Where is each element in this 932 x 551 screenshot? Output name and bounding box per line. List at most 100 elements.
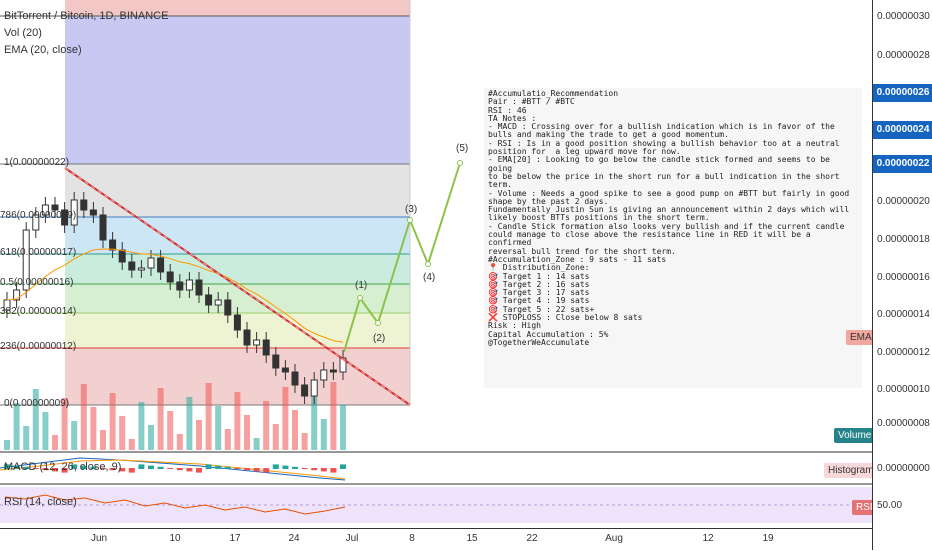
- macd-hist-bar: [157, 466, 164, 469]
- ema-legend[interactable]: EMA (20, close): [4, 44, 82, 56]
- wave-label-3: (3): [405, 204, 418, 215]
- candle-body: [214, 299, 222, 306]
- candle-body: [137, 267, 145, 271]
- candle-body: [61, 209, 69, 226]
- candle-body: [281, 367, 289, 373]
- volume-bar: [80, 384, 87, 450]
- fib-zone-lightblue: [65, 217, 410, 254]
- volume-bar: [109, 393, 116, 450]
- candle-body: [89, 209, 97, 216]
- volume-bar: [23, 426, 30, 450]
- time-axis[interactable]: Jun 10 17 24 Jul 8 15 22 Aug 12 19: [0, 528, 872, 551]
- volume-bar: [340, 405, 346, 450]
- macd-hist-bar: [148, 465, 154, 469]
- price-tick: 50.00: [877, 500, 903, 511]
- wave-label-4: (4): [423, 272, 436, 283]
- price-tick: 0.00000018: [877, 234, 930, 245]
- fib-label-05: 0.5(0.00000016): [0, 277, 74, 288]
- trendline-dashed: [64, 167, 411, 406]
- candle-body: [205, 294, 213, 306]
- time-tick: 22: [526, 533, 538, 544]
- ema-pane-label: EMA: [846, 330, 872, 345]
- volume-bar: [32, 389, 39, 450]
- symbol-title[interactable]: BitTorrent / Bitcoin, 1D, BINANCE: [4, 10, 169, 22]
- volume-bar: [301, 433, 308, 450]
- macd-hist-bar: [301, 468, 308, 469]
- macd-hist-bar: [215, 465, 222, 469]
- macd-hist-bar: [52, 468, 58, 472]
- macd-hist-bar: [42, 468, 49, 471]
- wave-point: [375, 320, 381, 326]
- candle-body: [147, 257, 155, 269]
- volume-bar: [196, 420, 202, 450]
- macd-hist-bar: [13, 465, 20, 469]
- candle-body: [99, 214, 107, 241]
- analysis-note[interactable]: #Accumulatio_Recommendation Pair : #BTT …: [484, 88, 862, 388]
- volume-bar: [71, 421, 78, 450]
- chart-area[interactable]: BitTorrent / Bitcoin, 1D, BINANCE Vol (2…: [0, 0, 872, 528]
- price-tick: 0.00000020: [877, 196, 930, 207]
- volume-bar: [186, 397, 193, 450]
- fib-zone-blue: [65, 16, 410, 164]
- volume-bar: [42, 412, 49, 450]
- macd-hist-bar: [4, 464, 10, 469]
- macd-hist-bar: [330, 468, 337, 473]
- time-tick: 17: [229, 533, 241, 544]
- price-axis[interactable]: 0.00000030 0.00000028 0.00000026 0.00000…: [872, 0, 932, 550]
- candle-body: [32, 214, 40, 231]
- volume-bar: [263, 401, 270, 450]
- macd-hist-bar: [32, 468, 39, 469]
- macd-hist-bar: [224, 466, 231, 469]
- candles: [3, 192, 347, 404]
- candle-body: [320, 369, 328, 381]
- time-tick: Jul: [345, 533, 359, 544]
- macd-hist-bar: [167, 468, 174, 469]
- histogram-pane-label: Histogram: [824, 463, 872, 478]
- macd-hist-bar: [311, 468, 318, 471]
- macd-hist-bar: [253, 468, 260, 472]
- rsi-band: [0, 487, 872, 523]
- wave-point: [425, 261, 431, 267]
- volume-bar: [52, 435, 58, 450]
- macd-hist-bar: [61, 468, 68, 473]
- main-chart-svg[interactable]: [0, 0, 872, 528]
- macd-hist-bar: [234, 468, 241, 469]
- candle-body: [329, 369, 337, 373]
- volume-bar: [119, 416, 126, 450]
- rsi-legend[interactable]: RSI (14, close): [4, 496, 77, 508]
- volume-bars: [4, 382, 346, 450]
- volume-bar: [157, 388, 164, 450]
- volume-legend[interactable]: Vol (20): [4, 27, 42, 39]
- volume-bar: [311, 396, 318, 450]
- wave-label-5: (5): [456, 143, 469, 154]
- volume-bar: [215, 406, 222, 450]
- volume-bar: [224, 429, 231, 450]
- time-tick: 10: [169, 533, 181, 544]
- wave-projection[interactable]: [343, 162, 461, 353]
- macd-hist-bar: [138, 464, 145, 469]
- candle-body: [310, 379, 318, 397]
- volume-bar: [272, 424, 279, 450]
- time-tick: Jun: [90, 533, 108, 544]
- macd-hist-bar: [196, 468, 202, 473]
- fib-zone-gray: [65, 164, 410, 217]
- time-tick: 24: [288, 533, 300, 544]
- macd-hist-bar: [282, 465, 289, 469]
- time-tick: 15: [466, 533, 478, 544]
- candle-body: [176, 281, 184, 291]
- macd-hist-bar: [320, 468, 327, 472]
- fib-label-786: 786(0.00000019): [0, 210, 77, 221]
- macd-line: [0, 457, 346, 481]
- time-tick: 12: [702, 533, 714, 544]
- wave-point: [357, 295, 363, 301]
- candle-body: [118, 249, 126, 263]
- price-tick: 0.00000014: [877, 309, 930, 320]
- macd-signal: [0, 459, 346, 480]
- fib-zone-top: [65, 0, 410, 16]
- macd-legend[interactable]: MACD (12, 26, close, 9): [4, 461, 122, 473]
- macd-hist-bar: [340, 464, 346, 469]
- candle-body: [128, 261, 136, 271]
- price-tick: 0.00000010: [877, 384, 930, 395]
- macd-hist-bar: [205, 464, 212, 469]
- volume-bar: [234, 392, 241, 450]
